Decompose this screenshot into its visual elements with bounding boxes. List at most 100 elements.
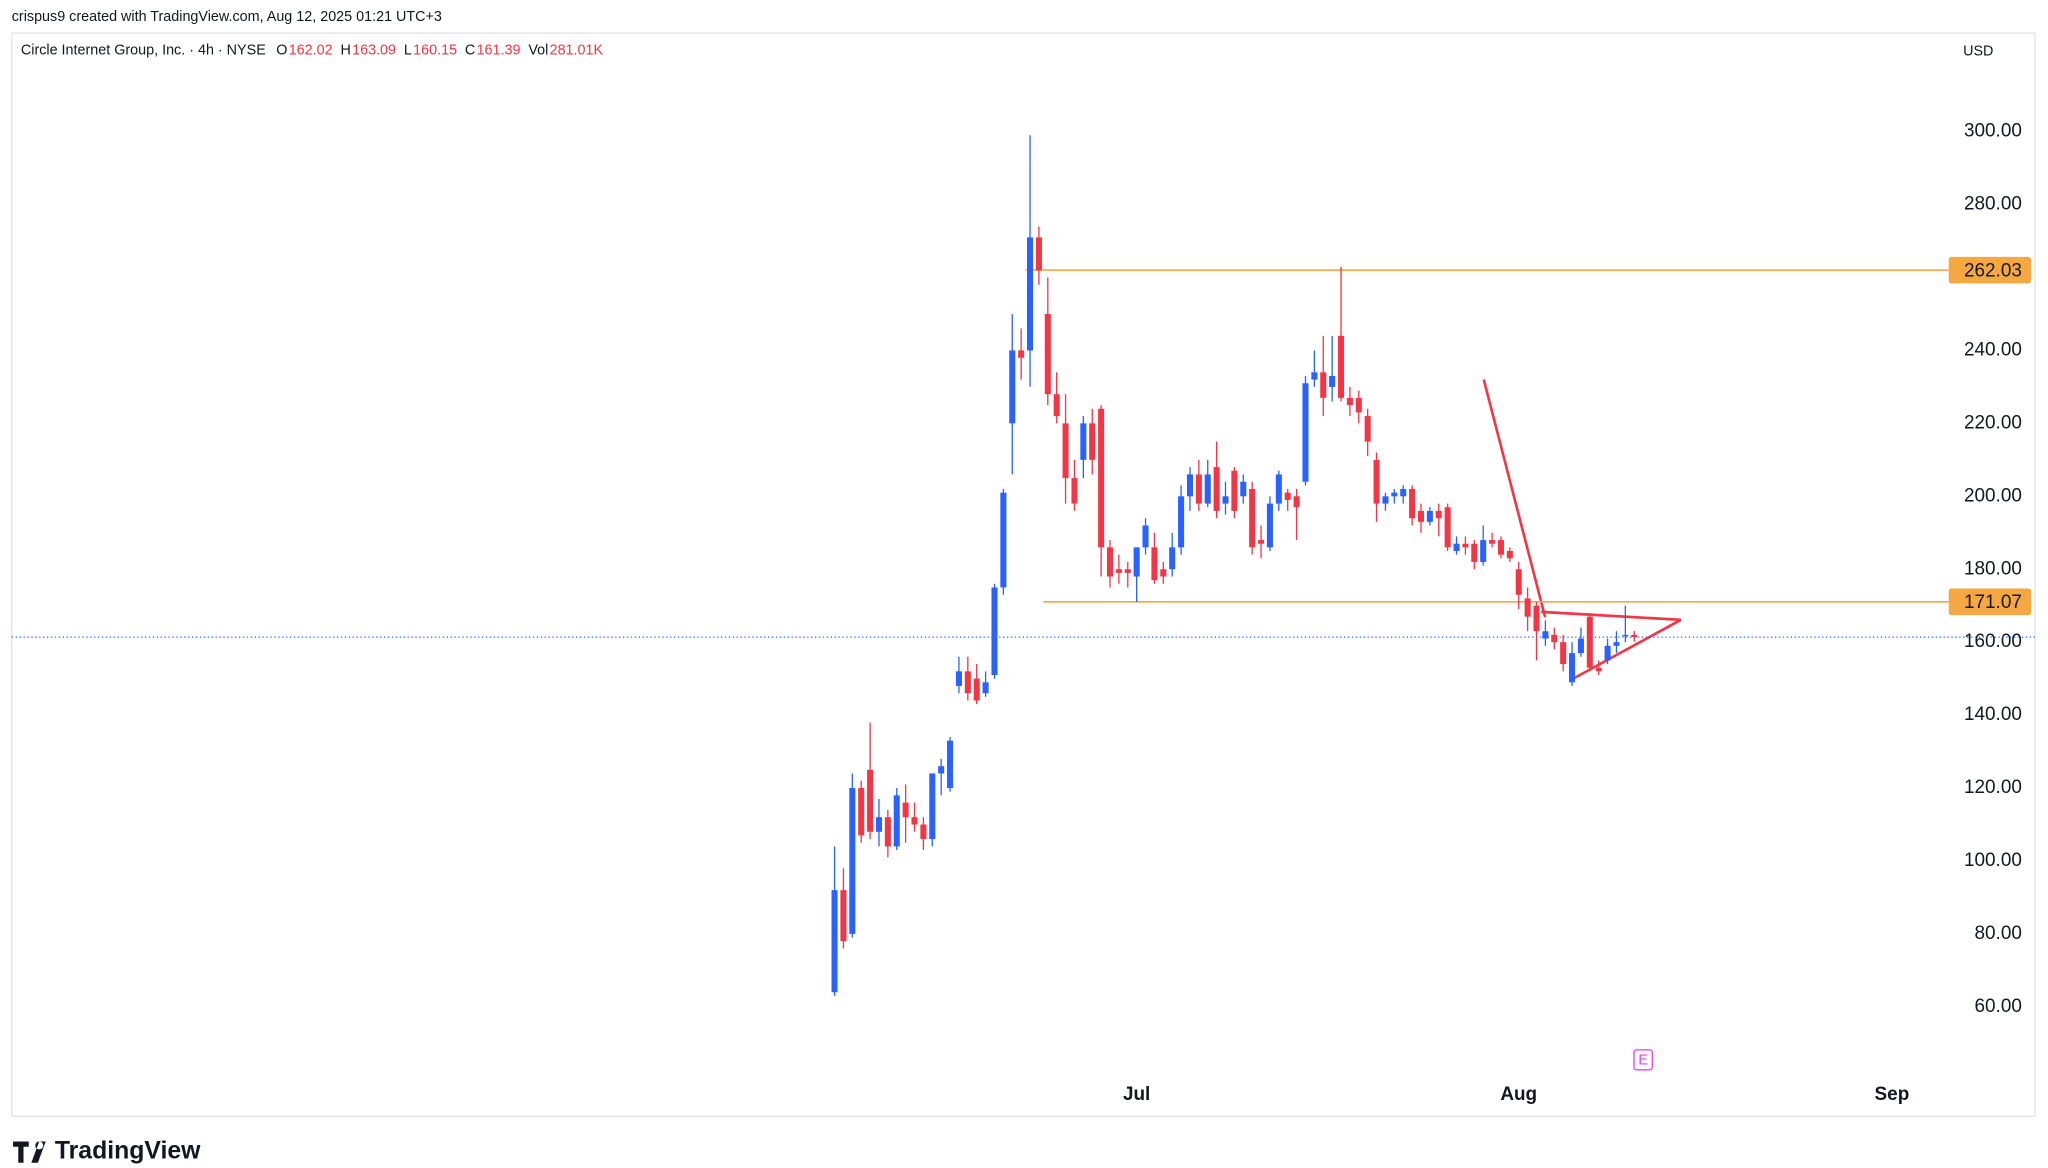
candle-body: [929, 773, 936, 840]
x-tick-label: Sep: [1875, 1084, 1910, 1105]
legend-value: 162.02: [289, 42, 333, 58]
legend-value: 160.15: [413, 42, 457, 58]
candle-body: [1089, 423, 1096, 460]
triangle-upper: [1541, 610, 1682, 622]
credit: crispus9 created with TradingView.com, A…: [12, 9, 442, 25]
candle-body: [911, 817, 918, 825]
candle-body: [1240, 481, 1247, 497]
level-label-box: [1948, 256, 2032, 284]
candle-body: [1044, 313, 1051, 395]
candle-body: [1302, 383, 1309, 482]
candle-body: [1426, 510, 1433, 522]
candle-body: [1293, 496, 1300, 508]
candle-body: [1124, 569, 1131, 573]
legend-label: Vol: [528, 42, 548, 58]
candle-body: [955, 671, 962, 686]
y-tick-label: 80.00: [1975, 923, 2022, 944]
candle-body: [1284, 492, 1291, 500]
candle-body: [1275, 474, 1282, 504]
candle-body: [982, 682, 989, 694]
candle-body: [1266, 503, 1273, 548]
drawings: [1482, 379, 1682, 680]
y-tick-label: 100.00: [1964, 850, 2022, 871]
candle-body: [1506, 551, 1513, 559]
candle-body: [1213, 467, 1220, 511]
candle-body: [1160, 569, 1167, 577]
candle-body: [1480, 540, 1487, 562]
candle-body: [1631, 634, 1638, 638]
candle-body: [1471, 543, 1478, 562]
candle-body: [1453, 543, 1460, 552]
candle-body: [1577, 638, 1584, 654]
x-tick-label: Aug: [1500, 1084, 1537, 1105]
candle-body: [1311, 372, 1318, 380]
candle-body: [1497, 540, 1504, 555]
candle-body: [1444, 507, 1451, 548]
candle-body: [920, 824, 927, 840]
level-label: 171.07: [1964, 592, 2022, 613]
candle-body: [1222, 496, 1229, 504]
candle-body: [1551, 634, 1558, 643]
candle-body: [1604, 645, 1611, 661]
candle-body: [1071, 478, 1078, 504]
event-marker: [1633, 1049, 1653, 1071]
candle-body: [858, 788, 865, 836]
legend-label: L: [404, 42, 412, 58]
candle-body: [1382, 496, 1389, 504]
candle-body: [991, 587, 998, 675]
candle-body: [947, 740, 954, 789]
candle-body: [1151, 547, 1158, 581]
candle-body: [1009, 350, 1016, 424]
y-tick-label: 300.00: [1964, 121, 2022, 142]
candle-body: [875, 817, 882, 832]
candle-body: [902, 802, 909, 818]
legend-value: 163.09: [352, 42, 396, 58]
candle-body: [1106, 547, 1114, 577]
candle-body: [867, 769, 874, 832]
candle-body: [893, 795, 900, 847]
candle-body: [964, 671, 971, 694]
legend-label: O: [276, 42, 287, 58]
candle-body: [973, 678, 980, 701]
candle-body: [1062, 423, 1069, 479]
candle-body: [1586, 616, 1593, 668]
candle-body: [884, 817, 891, 847]
candle-body: [1417, 510, 1425, 522]
candle-body: [1027, 237, 1034, 351]
currency[interactable]: USD: [1963, 44, 1993, 60]
candle-body: [1053, 394, 1060, 417]
candle-body: [1195, 474, 1202, 504]
candle-body: [1035, 237, 1042, 271]
candle-body: [1080, 423, 1087, 460]
event-label: E: [1638, 1052, 1648, 1068]
candle-body: [1569, 653, 1576, 683]
currency-box[interactable]: [1951, 37, 2028, 64]
y-tick-label: 200.00: [1964, 485, 2022, 506]
candle-body: [849, 788, 856, 934]
candle-body: [1115, 569, 1122, 573]
candle-body: [938, 766, 945, 774]
candle-body: [1533, 605, 1540, 632]
candle-body: [1346, 397, 1353, 406]
candle-body: [1613, 642, 1620, 646]
candle-body: [1373, 459, 1380, 504]
y-tick-label: 160.00: [1964, 631, 2022, 652]
candle-body: [1000, 492, 1007, 588]
candle-body: [1462, 543, 1469, 548]
candle-body: [1169, 547, 1176, 570]
symbol: Circle Internet Group, Inc. · 4h · NYSE: [21, 42, 266, 58]
y-tick-label: 240.00: [1964, 339, 2022, 360]
triangle-lower: [1573, 618, 1682, 680]
chart-frame: [11, 32, 2036, 1117]
level-label-box: [1948, 588, 2032, 616]
candle-body: [1320, 372, 1327, 398]
candle-body: [1524, 598, 1531, 617]
candle-body: [1258, 540, 1265, 544]
candle-body: [1018, 350, 1025, 358]
x-tick-label: Jul: [1123, 1084, 1150, 1105]
y-tick-label: 140.00: [1964, 704, 2022, 725]
candle-body: [1364, 416, 1371, 442]
candle-body: [1542, 631, 1549, 639]
candle-body: [1622, 634, 1629, 637]
